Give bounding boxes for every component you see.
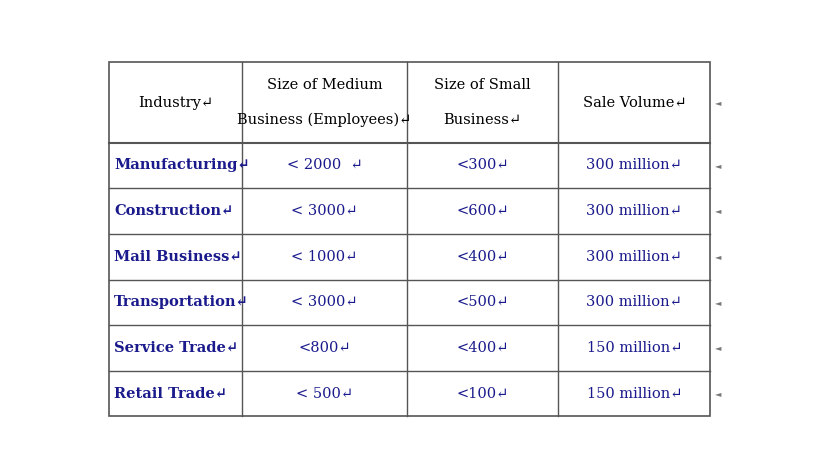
Text: Retail Trade↵: Retail Trade↵: [114, 387, 227, 401]
Text: < 2000  ↵: < 2000 ↵: [287, 158, 362, 173]
Text: 300 million↵: 300 million↵: [586, 158, 682, 173]
Text: Business↵: Business↵: [443, 113, 521, 127]
Text: ◄: ◄: [715, 252, 722, 261]
Text: 300 million↵: 300 million↵: [586, 250, 682, 264]
Text: 300 million↵: 300 million↵: [586, 295, 682, 310]
Text: <400↵: <400↵: [456, 250, 509, 264]
Text: Construction↵: Construction↵: [114, 204, 233, 218]
Text: ◄: ◄: [715, 161, 722, 170]
Text: <800↵: <800↵: [298, 341, 351, 355]
Text: Service Trade↵: Service Trade↵: [114, 341, 238, 355]
Text: Size of Small: Size of Small: [434, 78, 530, 92]
Text: < 3000↵: < 3000↵: [291, 204, 358, 218]
Text: <100↵: <100↵: [456, 387, 509, 401]
Text: < 500↵: < 500↵: [296, 387, 353, 401]
Text: <400↵: <400↵: [456, 341, 509, 355]
Text: 150 million↵: 150 million↵: [586, 341, 682, 355]
Text: <300↵: <300↵: [456, 158, 509, 173]
Text: ◄: ◄: [715, 344, 722, 353]
Text: Industry↵: Industry↵: [138, 95, 213, 109]
Text: < 3000↵: < 3000↵: [291, 295, 358, 310]
Text: Business (Employees)↵: Business (Employees)↵: [237, 113, 411, 128]
Text: ◄: ◄: [715, 207, 722, 216]
Text: ◄: ◄: [715, 298, 722, 307]
Text: 300 million↵: 300 million↵: [586, 204, 682, 218]
Text: Transportation↵: Transportation↵: [114, 295, 249, 310]
Text: <600↵: <600↵: [456, 204, 509, 218]
Text: <500↵: <500↵: [456, 295, 509, 310]
Text: Sale Volume↵: Sale Volume↵: [583, 95, 686, 109]
Text: Size of Medium: Size of Medium: [267, 78, 383, 92]
Text: 150 million↵: 150 million↵: [586, 387, 682, 401]
Text: Mail Business↵: Mail Business↵: [114, 250, 241, 264]
Text: ◄: ◄: [715, 98, 722, 107]
Text: < 1000↵: < 1000↵: [291, 250, 358, 264]
Text: Manufacturing↵: Manufacturing↵: [114, 158, 250, 173]
Text: ◄: ◄: [715, 389, 722, 398]
